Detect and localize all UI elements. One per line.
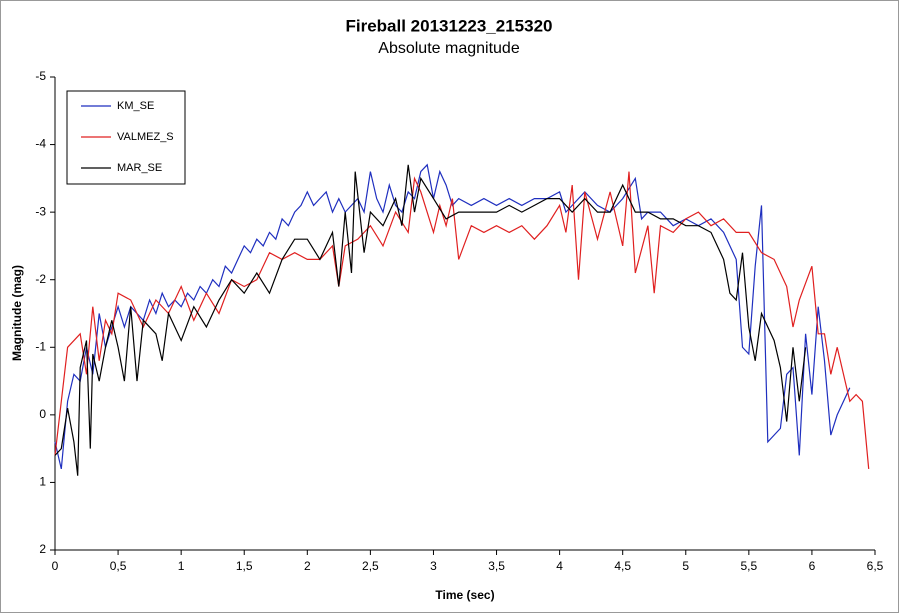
x-axis-label: Time (sec) bbox=[435, 588, 494, 602]
x-tick-label: 0 bbox=[52, 559, 59, 573]
x-tick-label: 3 bbox=[430, 559, 437, 573]
x-tick-label: 4,5 bbox=[614, 559, 631, 573]
x-tick-label: 5,5 bbox=[741, 559, 758, 573]
y-axis-label: Magnitude (mag) bbox=[10, 265, 24, 361]
legend-label: KM_SE bbox=[117, 100, 154, 112]
x-tick-label: 1 bbox=[178, 559, 185, 573]
y-tick-label: -5 bbox=[35, 69, 46, 83]
y-tick-label: -4 bbox=[35, 137, 46, 151]
x-tick-label: 3,5 bbox=[488, 559, 505, 573]
y-tick-label: -2 bbox=[35, 272, 46, 286]
series-line bbox=[54, 163, 851, 470]
x-tick-label: 2 bbox=[304, 559, 311, 573]
series-line bbox=[54, 171, 870, 469]
legend-label: MAR_SE bbox=[117, 162, 162, 174]
y-tick-label: 2 bbox=[39, 542, 46, 556]
x-tick-label: 0,5 bbox=[110, 559, 127, 573]
x-tick-label: 2,5 bbox=[362, 559, 379, 573]
x-tick-label: 5 bbox=[682, 559, 689, 573]
y-tick-label: -1 bbox=[35, 339, 46, 353]
chart-title: Fireball 20131223_215320 bbox=[345, 16, 552, 35]
x-tick-label: 6 bbox=[809, 559, 816, 573]
legend-label: VALMEZ_S bbox=[117, 131, 174, 143]
y-tick-label: 1 bbox=[39, 475, 46, 489]
x-tick-label: 4 bbox=[556, 559, 563, 573]
chart-subtitle: Absolute magnitude bbox=[378, 40, 520, 57]
x-tick-label: 1,5 bbox=[236, 559, 253, 573]
x-tick-label: 6,5 bbox=[867, 559, 884, 573]
series-line bbox=[54, 164, 807, 476]
y-tick-label: -3 bbox=[35, 204, 46, 218]
y-tick-label: 0 bbox=[39, 407, 46, 421]
